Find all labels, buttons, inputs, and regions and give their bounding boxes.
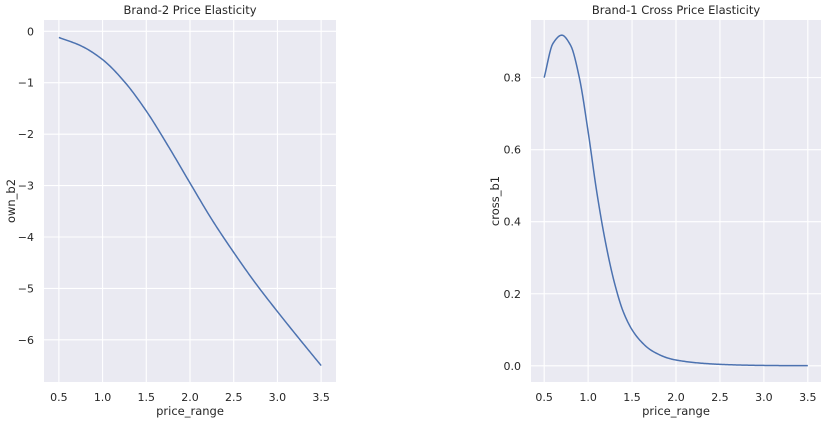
x-tick-label: 1.5 — [138, 391, 156, 404]
x-tick-label: 0.5 — [50, 391, 68, 404]
x-tick-label: 2.0 — [667, 391, 685, 404]
x-tick-label: 2.5 — [225, 391, 243, 404]
chart-title: Brand-1 Cross Price Elasticity — [592, 3, 760, 17]
x-tick-label: 3.0 — [755, 391, 773, 404]
y-tick-label: −3 — [18, 180, 34, 193]
x-tick-label: 1.0 — [94, 391, 112, 404]
y-tick-label: −5 — [18, 282, 34, 295]
y-axis-label: cross_b1 — [488, 176, 502, 226]
x-axis-label: price_range — [156, 404, 224, 418]
chart-title: Brand-2 Price Elasticity — [123, 3, 256, 17]
x-tick-label: 1.5 — [623, 391, 641, 404]
x-tick-label: 3.5 — [799, 391, 817, 404]
chart-brand2-price-elasticity: Brand-2 Price Elasticity price_range own… — [4, 3, 336, 418]
y-tick-label: −4 — [18, 231, 34, 244]
y-tick-label: −6 — [18, 334, 34, 347]
series-line — [58, 36, 322, 367]
x-tick-label: 1.0 — [579, 391, 597, 404]
chart-brand1-cross-price-elasticity: Brand-1 Cross Price Elasticity price_ran… — [488, 3, 821, 418]
y-tick-label: 0 — [27, 25, 34, 38]
x-tick-label: 2.5 — [711, 391, 729, 404]
series-line — [543, 34, 808, 367]
y-tick-label: 0.0 — [504, 360, 522, 373]
x-axis-label: price_range — [642, 404, 710, 418]
x-tick-label: 3.5 — [312, 391, 330, 404]
y-axis-label: own_b2 — [4, 179, 18, 223]
y-tick-label: 0.6 — [504, 144, 522, 157]
x-tick-label: 2.0 — [181, 391, 199, 404]
y-tick-label: 0.8 — [504, 72, 522, 85]
y-tick-label: 0.2 — [504, 288, 522, 301]
x-tick-label: 0.5 — [535, 391, 553, 404]
y-tick-label: 0.4 — [504, 216, 522, 229]
y-tick-label: −2 — [18, 128, 34, 141]
y-tick-label: −1 — [18, 77, 34, 90]
x-tick-label: 3.0 — [269, 391, 287, 404]
